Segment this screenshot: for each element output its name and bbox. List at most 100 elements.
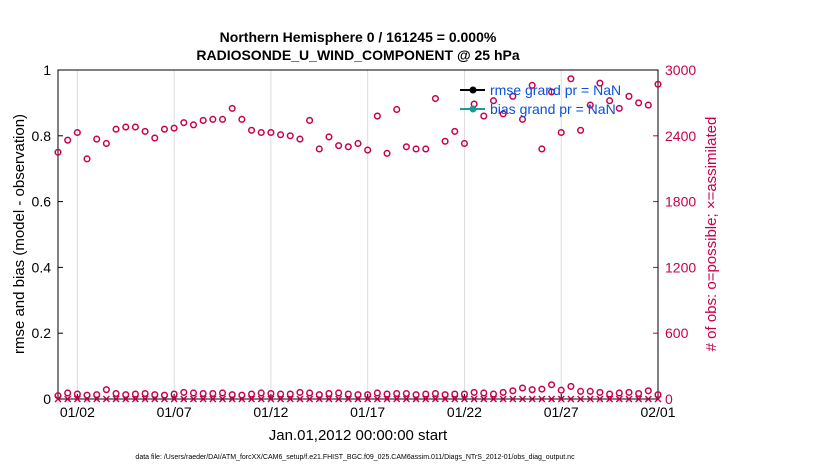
obs-assimilated-marker <box>112 395 120 403</box>
obs-possible-marker <box>373 389 381 397</box>
x-tick-label: 01/27 <box>544 404 579 420</box>
obs-assimilated-marker <box>189 395 197 403</box>
obs-possible-marker <box>238 391 246 399</box>
obs-assimilated-marker <box>151 395 159 403</box>
obs-possible-marker <box>64 136 72 144</box>
obs-assimilated-marker <box>596 395 604 403</box>
obs-possible-marker <box>547 88 556 96</box>
footer-datafile: data file: /Users/raeder/DAI/ATM_forcXX/… <box>135 454 575 461</box>
obs-assimilated-marker <box>219 395 227 403</box>
obs-possible-marker <box>151 134 159 142</box>
obs-possible-marker <box>112 125 120 133</box>
obs-possible-marker <box>218 115 227 123</box>
obs-assimilated-marker <box>606 395 614 403</box>
obs-assimilated-marker <box>422 395 430 403</box>
obs-possible-marker <box>257 389 265 397</box>
obs-possible-marker <box>93 135 101 143</box>
y-left-tick-labels: 0 0.2 0.4 0.6 0.8 1 <box>32 62 52 407</box>
obs-assimilated-marker <box>548 395 556 403</box>
obs-possible-marker <box>489 390 498 398</box>
legend-rmse-marker <box>469 86 477 94</box>
obs-possible-marker <box>606 390 614 398</box>
obs-assimilated-marker <box>73 395 81 403</box>
obs-possible-marker <box>644 101 652 109</box>
obs-possible-marker <box>286 132 294 140</box>
obs-possible-marker <box>567 382 575 390</box>
obs-assimilated-marker <box>141 395 149 403</box>
x-axis-label: Jan.01,2012 00:00:00 start <box>269 427 448 444</box>
obs-assimilated-marker <box>635 395 643 403</box>
legend: rmse grand pr = NaN bias grand pr = NaN <box>460 82 621 117</box>
obs-assimilated-marker <box>402 395 410 403</box>
obs-possible-marker <box>238 115 246 123</box>
obs-possible-marker <box>73 128 81 137</box>
obs-possible-marker <box>354 139 362 148</box>
obs-possible-marker <box>509 387 517 395</box>
obs-assimilated-marker <box>83 395 91 403</box>
obs-assimilated-marker <box>267 395 275 403</box>
obs-possible-marker <box>306 389 314 397</box>
obs-possible-marker <box>257 128 265 137</box>
y-left-tick-label: 0.2 <box>32 325 52 341</box>
obs-assimilated-marker <box>102 395 110 403</box>
obs-possible-marker <box>64 389 72 397</box>
obs-possible-marker <box>431 94 439 103</box>
obs-possible-marker <box>586 101 594 109</box>
x-tick-label: 01/12 <box>253 404 288 420</box>
obs-possible-marker <box>460 139 469 148</box>
obs-possible-marker <box>383 149 391 157</box>
obs-assimilated-marker <box>441 395 449 403</box>
obs-possible-marker <box>393 105 401 114</box>
obs-possible-marker <box>315 391 323 399</box>
obs-assimilated-marker <box>499 395 507 403</box>
obs-possible-marker <box>335 389 343 397</box>
obs-possible-marker <box>277 131 285 139</box>
obs-possible-marker <box>635 389 643 398</box>
obs-possible-marker <box>402 143 410 151</box>
obs-possible-marker <box>122 123 130 131</box>
obs-possible-marker <box>141 127 149 135</box>
obs-possible-marker <box>151 391 159 399</box>
obs-possible-marker <box>528 81 536 89</box>
obs-possible-marker <box>489 97 498 105</box>
y-right-tick-label: 3000 <box>665 62 696 78</box>
obs-possible-marker <box>644 387 652 395</box>
obs-assimilated-marker <box>625 395 633 403</box>
obs-assimilated-marker <box>354 395 362 403</box>
obs-possible-marker <box>460 390 469 398</box>
y-axis-right-label: # of obs: o=possible; ×=assimilated <box>703 117 720 352</box>
obs-possible-marker <box>518 384 527 392</box>
obs-possible-marker <box>625 92 633 100</box>
obs-assimilated-marker <box>209 395 217 403</box>
obs-possible-marker <box>160 125 169 133</box>
obs-assimilated-marker <box>654 395 662 403</box>
obs-possible-marker <box>306 116 314 124</box>
obs-assimilated-marker <box>170 395 178 403</box>
obs-possible-marker <box>160 391 169 399</box>
obs-possible-marker <box>586 387 594 395</box>
obs-assimilated-marker <box>509 395 517 403</box>
obs-assimilated-marker <box>306 395 314 403</box>
obs-possible-marker <box>412 145 420 153</box>
obs-possible-marker <box>122 391 130 399</box>
obs-possible-marker <box>54 148 62 156</box>
x-tick-labels: 01/02 01/07 01/12 01/17 01/22 01/27 02/01 <box>60 404 676 420</box>
y-left-tick-label: 0.8 <box>32 128 52 144</box>
obs-possible-marker <box>102 139 110 148</box>
obs-possible-marker <box>499 110 507 118</box>
obs-assimilated-marker <box>577 395 585 403</box>
obs-assimilated-marker <box>586 395 594 403</box>
obs-possible-marker <box>344 143 352 151</box>
obs-possible-marker <box>315 145 323 153</box>
y-right-tick-label: 1200 <box>665 259 696 275</box>
x-tick-label: 01/07 <box>157 404 192 420</box>
chart-title-line1: Northern Hemisphere 0 / 161245 = 0.000% <box>220 29 497 45</box>
obs-assimilated-marker <box>286 395 294 403</box>
y-left-tick-label: 1 <box>43 62 51 78</box>
y-left-tick-label: 0 <box>43 391 51 407</box>
obs-possible-marker <box>557 128 565 137</box>
y-right-tick-label: 0 <box>665 391 673 407</box>
y-right-tick-labels: 0 600 1200 1800 2400 3000 <box>665 62 696 407</box>
obs-possible-marker <box>267 389 275 398</box>
